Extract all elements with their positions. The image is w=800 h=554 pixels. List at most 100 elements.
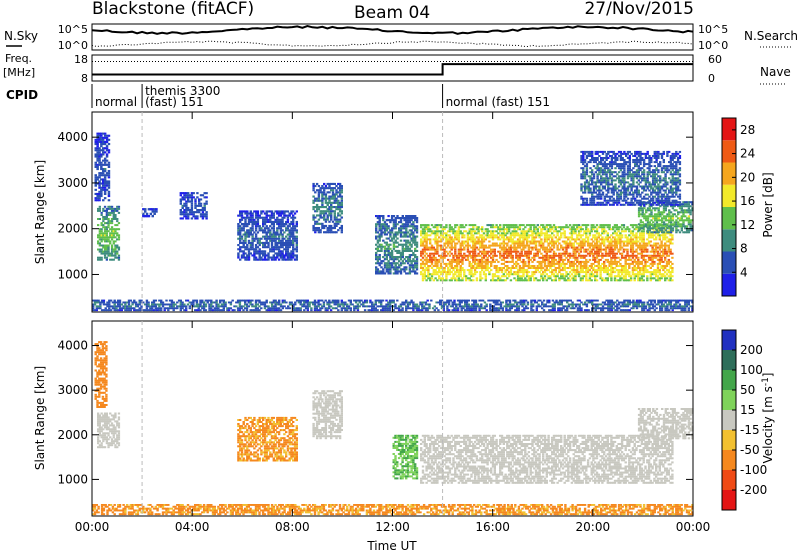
echo-cell [472, 228, 475, 231]
echo-cell [502, 240, 505, 243]
echo-cell [323, 227, 326, 230]
echo-cell [644, 254, 647, 257]
echo-cell [457, 262, 461, 265]
echo-cell [603, 150, 606, 153]
echo-cell [247, 235, 251, 238]
echo-cell [591, 159, 594, 161]
echo-cell [522, 275, 525, 278]
echo-cell [542, 273, 545, 276]
echo-cell [653, 273, 656, 276]
echo-cell [389, 258, 392, 261]
echo-cell [509, 248, 513, 251]
echo-cell [459, 224, 462, 227]
echo-cell [610, 250, 613, 253]
echo-cell [592, 240, 595, 243]
echo-cell [114, 250, 117, 253]
echo-cell [598, 189, 601, 192]
echo-cell [598, 179, 601, 182]
echo-cell [570, 232, 574, 235]
echo-cell [536, 267, 539, 269]
echo-cell [534, 277, 538, 280]
echo-cell [470, 238, 473, 241]
echo-cell [330, 216, 333, 219]
echo-cell [267, 237, 270, 240]
echo-cell [525, 254, 529, 257]
echo-cell [633, 258, 636, 261]
echo-cell [588, 246, 592, 249]
echo-cell [583, 230, 586, 233]
echo-cell [554, 230, 557, 233]
echo-cell [375, 225, 378, 228]
echo-cell [103, 222, 107, 225]
echo-cell [292, 214, 295, 217]
echo-cell [588, 254, 592, 257]
echo-cell [100, 240, 103, 243]
echo-cell [613, 256, 617, 259]
echo-cell [597, 269, 600, 272]
echo-cell [105, 163, 109, 166]
echo-cell [608, 236, 611, 239]
echo-cell [183, 211, 186, 214]
echo-cell [615, 246, 618, 249]
echo-cell [577, 244, 581, 247]
echo-cell [518, 252, 522, 255]
echo-cell [270, 220, 274, 223]
echo-cell [482, 236, 486, 239]
echo-cell [110, 218, 114, 220]
echo-cell [117, 236, 121, 239]
echo-cell [551, 273, 554, 276]
echo-cell [274, 258, 277, 261]
echo-cell [109, 242, 112, 245]
echo-cell [673, 209, 676, 212]
echo-cell [551, 254, 554, 257]
echo-cell [103, 244, 107, 247]
echo-cell [470, 228, 473, 231]
echo-cell [412, 258, 415, 261]
echo-cell [495, 224, 498, 227]
echo-cell [671, 227, 675, 230]
echo-cell [94, 182, 97, 185]
echo-cell [515, 230, 518, 233]
echo-cell [486, 262, 489, 265]
echo-cell [438, 224, 441, 227]
echo-cell [610, 260, 613, 263]
echo-cell [507, 246, 511, 249]
echo-cell [664, 219, 667, 222]
echo-cell [427, 238, 430, 241]
echo-cell [439, 240, 443, 243]
echo-cell [572, 254, 575, 257]
echo-cell [403, 219, 406, 222]
echo-cell [97, 209, 100, 212]
echo-cell [330, 224, 333, 227]
echo-cell [425, 242, 428, 245]
echo-cell [242, 252, 245, 255]
echo-cell [251, 229, 254, 232]
echo-cell [524, 234, 527, 237]
echo-cell [484, 275, 487, 278]
echo-cell [583, 183, 587, 186]
echo-cell [610, 273, 613, 276]
echo-cell [110, 220, 114, 223]
echo-cell [531, 240, 534, 243]
echo-cell [585, 271, 588, 274]
echo-cell [543, 258, 547, 261]
echo-cell [279, 227, 283, 230]
echo-cell [464, 277, 468, 280]
echo-cell [529, 258, 532, 261]
echo-cell [649, 267, 652, 269]
echo-cell [110, 205, 114, 208]
echo-cell [543, 260, 547, 263]
echo-cell [622, 277, 626, 280]
echo-cell [276, 216, 279, 219]
echo-cell [542, 279, 545, 282]
echo-cell [263, 216, 267, 219]
echo-cell [470, 262, 473, 265]
echo-cell [608, 273, 611, 276]
echo-cell [513, 244, 516, 247]
echo-cell [286, 250, 290, 253]
echo-cell [610, 189, 614, 192]
echo-cell [538, 262, 541, 265]
echo-cell [263, 252, 267, 255]
echo-cell [583, 254, 586, 257]
